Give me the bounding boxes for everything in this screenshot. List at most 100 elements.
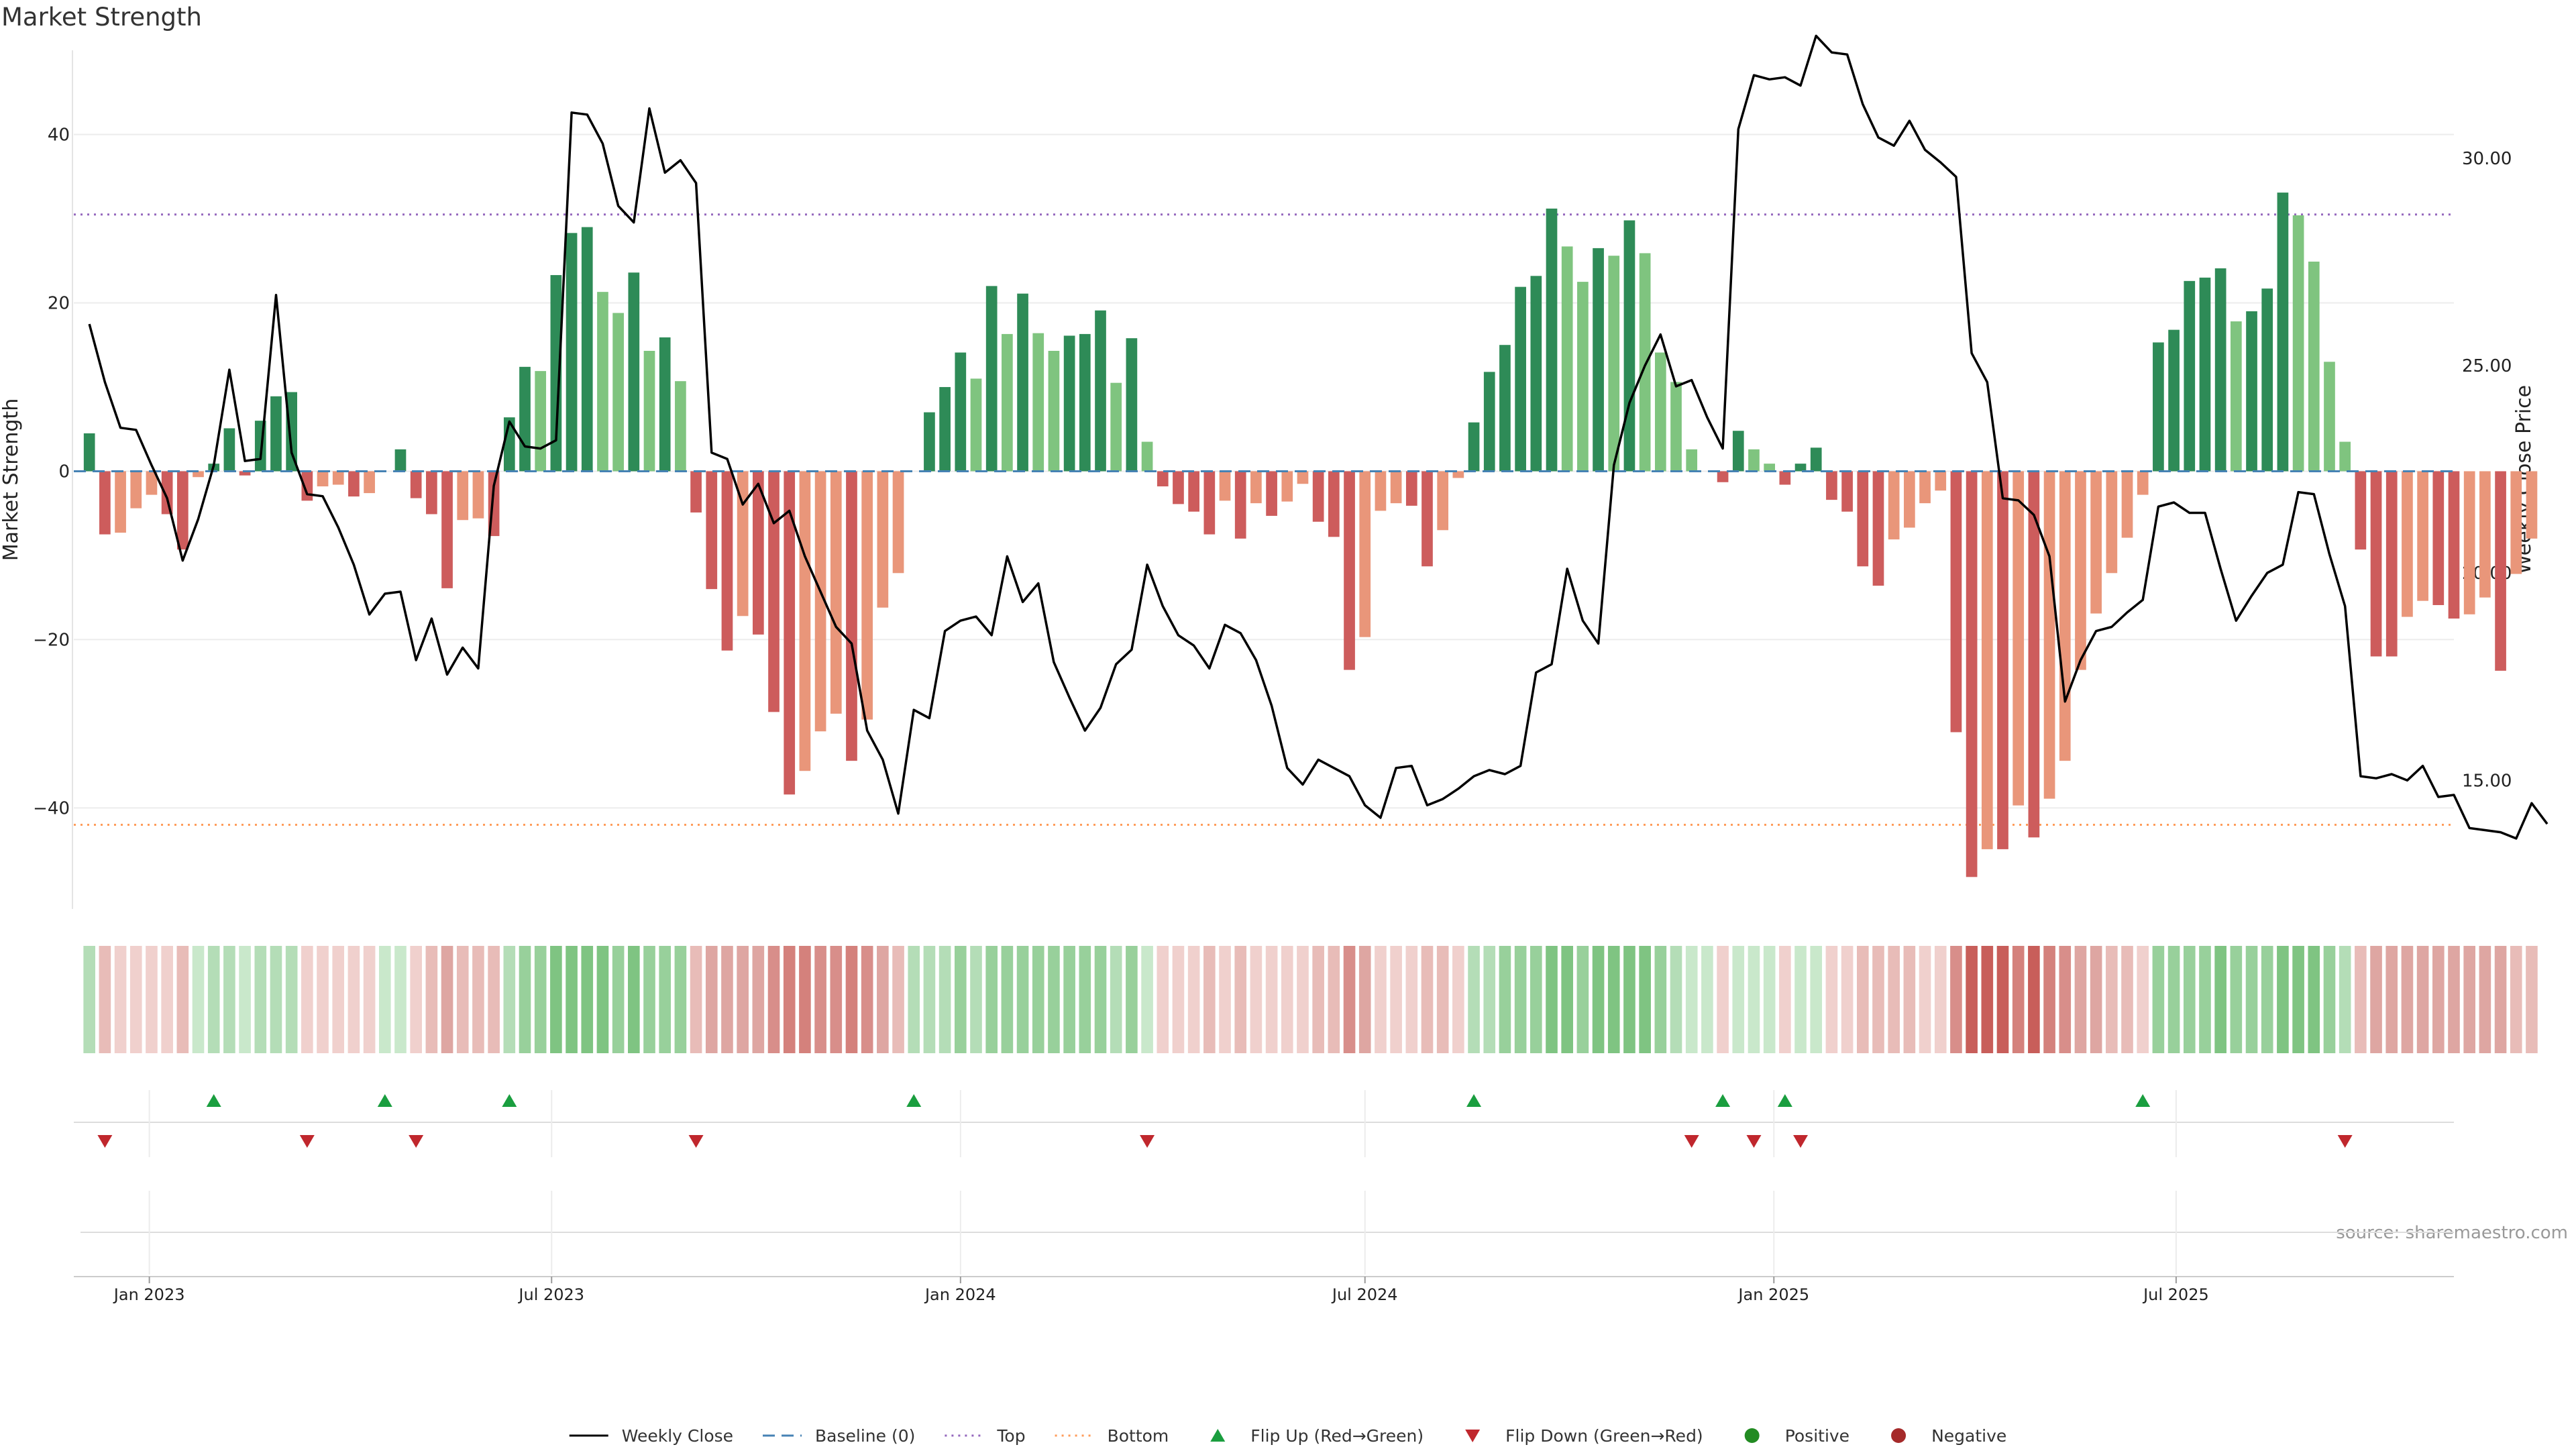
heat-strip-cell (1126, 946, 1138, 1053)
heat-strip-cell (1981, 946, 1994, 1053)
strength-bar (566, 233, 578, 472)
strength-bar (457, 471, 469, 521)
strength-bar (581, 227, 593, 472)
heat-strip-cell (1016, 946, 1029, 1053)
strength-bar (1110, 382, 1122, 472)
heat-strip-cell (223, 946, 235, 1053)
weekly-close-line (88, 34, 2548, 840)
heat-strip-cell (1421, 946, 1434, 1053)
heat-strip-cell (2323, 946, 2336, 1053)
strength-bar (1032, 333, 1044, 472)
legend-entry-label: Bottom (1108, 1426, 1169, 1446)
heat-strip-cell (2183, 946, 2196, 1053)
date-tick-label: Jan 2025 (1737, 1285, 1809, 1304)
strength-bar (597, 292, 608, 472)
strength-bar (737, 471, 749, 616)
strength-bar (2059, 471, 2071, 761)
heat-strip-cell (1872, 946, 1884, 1053)
heat-strip-cell (2448, 946, 2460, 1053)
heat-strip-cell (783, 946, 796, 1053)
strength-bar (1173, 471, 1184, 504)
heat-strip-cell (861, 946, 873, 1053)
strength-bar (1841, 471, 1853, 512)
heat-strip-cell (2416, 946, 2429, 1053)
heat-strip-cell (1375, 946, 1387, 1053)
strength-bar (1344, 471, 1355, 670)
strength-bar (193, 471, 204, 478)
heat-strip-cell (114, 946, 127, 1053)
strength-bar (1390, 471, 1402, 504)
strength-bar (2214, 268, 2226, 472)
heat-strip-cell (1405, 946, 1418, 1053)
heat-strip-cell (1576, 946, 1589, 1053)
strength-bar (99, 471, 111, 535)
heat-strip-cell (612, 946, 625, 1053)
heat-strip-cell (363, 946, 376, 1053)
heat-strip-cell (1203, 946, 1216, 1053)
strength-bar (970, 378, 982, 472)
flip-up-marker (502, 1094, 517, 1107)
heat-strip-cell (1328, 946, 1340, 1053)
heat-strip-cell (1810, 946, 1823, 1053)
strength-bar (2090, 471, 2102, 614)
heat-strip-cell (1514, 946, 1527, 1053)
heat-strip-cell (985, 946, 998, 1053)
strength-bar (519, 366, 531, 472)
heat-strip-cell (1001, 946, 1014, 1053)
strength-bar (1779, 471, 1791, 485)
strength-bar (2463, 471, 2475, 614)
heat-strip-cell (2028, 946, 2040, 1053)
heat-strip-cell (596, 946, 609, 1053)
heat-strip-cell (1732, 946, 1745, 1053)
heat-strip-cell (566, 946, 578, 1053)
heat-strip-cell (378, 946, 391, 1053)
legend-symbol-negative (1891, 1428, 1907, 1443)
heat-strip-cell (1546, 946, 1558, 1053)
strength-bar (1328, 471, 1340, 537)
strength-bar (1810, 447, 1822, 472)
heat-strip-cell (2510, 946, 2522, 1053)
flip-down-marker (1746, 1135, 1762, 1148)
strength-bar (161, 471, 173, 515)
strength-bar (301, 471, 313, 501)
flip-markers-panel (74, 1094, 2454, 1148)
legend-entry-label: Flip Up (Red→Green) (1250, 1426, 1424, 1446)
heat-strip-cell (254, 946, 267, 1053)
strength-bar (1608, 256, 1620, 472)
heat-strip-cell (721, 946, 733, 1053)
left-axis-label: Market Strength (0, 398, 23, 561)
strength-bar (659, 337, 671, 472)
flip-up-marker (1777, 1094, 1792, 1107)
strength-bar (146, 471, 158, 495)
heat-strip-cell (752, 946, 765, 1053)
strength-bar (1079, 333, 1091, 472)
heat-strip-cell (970, 946, 982, 1053)
heat-strip-cell (270, 946, 282, 1053)
strength-bar (2137, 471, 2149, 495)
heat-strip-cell (239, 946, 251, 1053)
heat-strip-cell (2385, 946, 2398, 1053)
strength-bar (1670, 382, 1682, 472)
strength-bar (861, 471, 873, 720)
strength-bar (955, 352, 967, 472)
heat-strip-cell (207, 946, 220, 1053)
strength-bar (1561, 246, 1573, 472)
heat-strip-cell (2074, 946, 2087, 1053)
left-tick-label: 0 (58, 462, 70, 482)
strength-bar (2075, 471, 2086, 670)
strength-bar (2324, 362, 2335, 472)
strength-bar (2432, 471, 2445, 605)
date-tick-label: Jan 2023 (113, 1285, 185, 1304)
heat-strip-cell (830, 946, 843, 1053)
strength-bar (2479, 471, 2491, 598)
chart-title: Market Strength (1, 3, 202, 32)
strength-bar (1872, 471, 1884, 586)
strength-bar (814, 471, 826, 732)
heat-strip-cell (2355, 946, 2367, 1053)
strength-bar (1405, 471, 1417, 506)
flip-down-marker (1140, 1135, 1155, 1148)
heat-strip-cell (814, 946, 826, 1053)
flip-down-marker (299, 1135, 315, 1148)
strength-bar (2448, 471, 2460, 619)
